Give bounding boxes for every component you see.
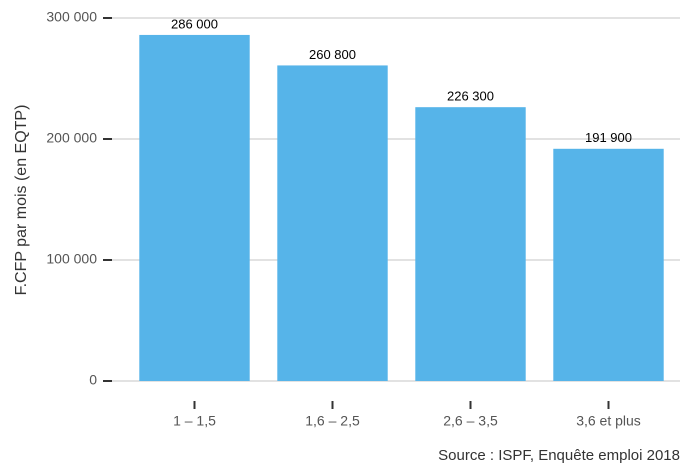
y-tick-label: 200 000 [46,130,97,146]
value-label: 191 900 [585,130,632,145]
x-tick-label: 3,6 et plus [576,413,641,429]
x-tick-label: 2,6 – 3,5 [443,413,498,429]
y-axis-title: F.CFP par mois (en EQTP) [13,105,30,296]
value-label: 286 000 [171,16,218,31]
caption: Source : ISPF, Enquête emploi 2018 [438,447,680,464]
value-label: 226 300 [447,89,494,104]
value-label: 260 800 [309,47,356,62]
bar [415,107,526,381]
y-tick-label: 300 000 [46,9,97,25]
bar [139,34,250,381]
y-tick-label: 100 000 [46,251,97,267]
bar [277,65,388,381]
x-tick-label: 1,6 – 2,5 [305,413,360,429]
bar [553,148,664,381]
y-tick-label: 0 [89,372,97,388]
x-tick-label: 1 – 1,5 [173,413,216,429]
